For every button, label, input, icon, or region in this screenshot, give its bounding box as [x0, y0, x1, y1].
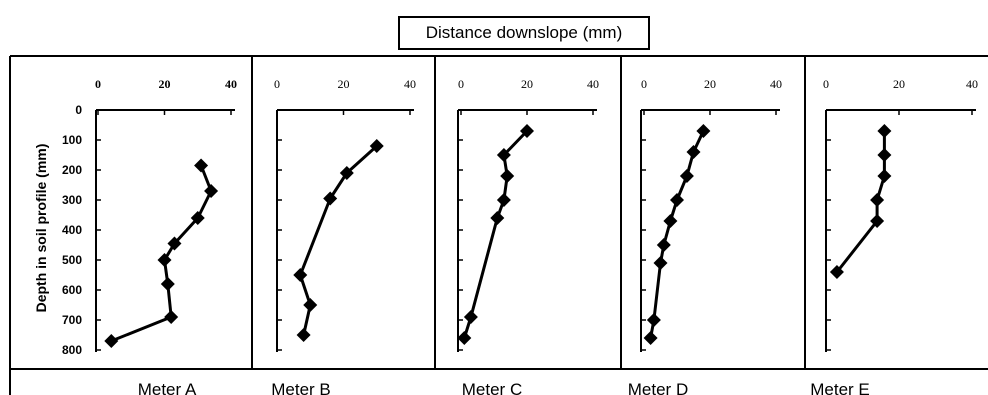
y-tick-label: 0: [75, 103, 82, 117]
y-tick-label: 400: [62, 223, 82, 237]
data-point: [190, 211, 205, 225]
x-tick-label: 40: [966, 77, 978, 91]
y-tick-label: 200: [62, 163, 82, 177]
y-tick-label: 500: [62, 253, 82, 267]
x-tick-label: 20: [159, 77, 171, 91]
y-tick-label: 300: [62, 193, 82, 207]
data-point: [646, 313, 661, 327]
data-point: [686, 145, 701, 159]
data-point: [490, 211, 505, 225]
data-point: [303, 298, 318, 312]
panel-5: 0 20 40 Meter E: [810, 77, 978, 395]
x-tick-label: 0: [823, 77, 829, 91]
data-point: [653, 256, 668, 270]
data-point: [194, 158, 209, 173]
data-point: [870, 214, 885, 228]
data-point: [160, 277, 175, 291]
x-tick-label: 40: [587, 77, 599, 91]
panel-2: 0 20 40 Meter B: [271, 77, 416, 395]
series-line: [649, 130, 705, 339]
data-point: [877, 169, 892, 183]
y-tick-label: 800: [62, 343, 82, 357]
data-point: [870, 193, 885, 207]
chart-frame: [9, 55, 988, 395]
y-tick-label: 600: [62, 283, 82, 297]
data-point: [656, 238, 671, 252]
series-line: [110, 164, 213, 343]
y-tick-label: 100: [62, 133, 82, 147]
data-point: [696, 124, 711, 138]
x-tick-label: 20: [338, 77, 350, 91]
data-point: [323, 191, 338, 206]
data-point: [520, 124, 534, 138]
x-tick-label: 0: [95, 77, 101, 91]
x-tick-label: 0: [458, 77, 464, 91]
data-point: [663, 214, 678, 228]
x-tick-label: 40: [404, 77, 416, 91]
data-point: [496, 193, 511, 207]
x-tick-label: 0: [641, 77, 647, 91]
x-tick-label: 20: [704, 77, 716, 91]
panel-label: Meter B: [271, 380, 331, 395]
data-point: [670, 193, 684, 207]
x-tick-label: 40: [770, 77, 782, 91]
data-point: [293, 268, 308, 282]
data-point: [339, 166, 354, 180]
panel-label: Meter A: [138, 380, 197, 395]
data-point: [104, 334, 119, 348]
data-point: [204, 184, 219, 198]
y-axis-label: Depth in soil profile (mm): [33, 144, 49, 313]
panel-4: 0 20 40 Meter D: [628, 77, 782, 395]
x-tick-label: 0: [274, 77, 280, 91]
data-point: [877, 148, 892, 162]
data-point: [877, 124, 892, 138]
x-tick-label: 20: [521, 77, 533, 91]
data-point: [296, 328, 311, 342]
data-point: [369, 139, 384, 153]
panel-label: Meter C: [462, 380, 522, 395]
data-point: [457, 331, 472, 345]
panel-label: Meter E: [810, 380, 870, 395]
data-point: [167, 236, 182, 251]
chart-title: Distance downslope (mm): [398, 16, 650, 50]
data-point: [679, 169, 694, 183]
data-point: [496, 148, 511, 162]
data-point: [157, 253, 172, 267]
data-point: [500, 169, 515, 183]
data-point: [463, 310, 478, 324]
x-tick-label: 20: [893, 77, 905, 91]
series-line: [462, 129, 529, 339]
data-point: [643, 331, 658, 345]
panel-label: Meter D: [628, 380, 688, 395]
x-tick-label: 40: [225, 77, 237, 91]
data-point: [829, 265, 844, 279]
panel-3: 0 20 40 Meter C: [457, 77, 599, 395]
y-tick-label: 700: [62, 313, 82, 327]
data-point: [164, 310, 179, 324]
